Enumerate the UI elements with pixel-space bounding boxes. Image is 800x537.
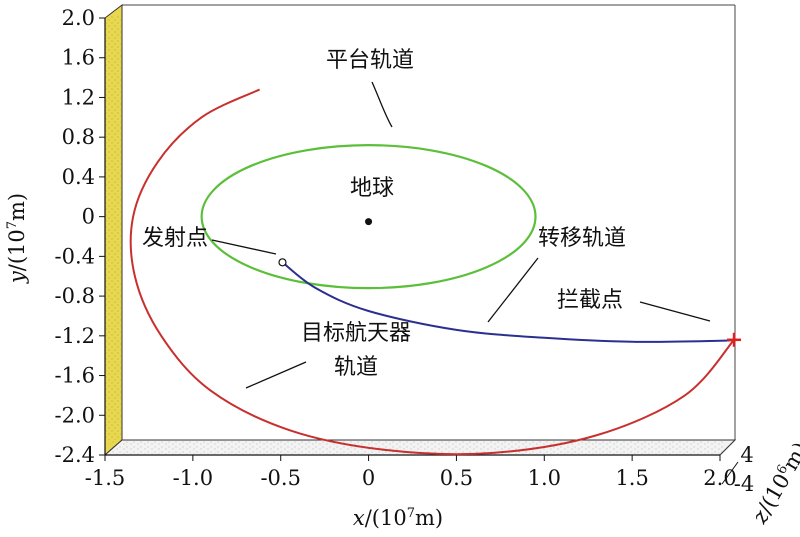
earth-marker [365, 218, 373, 226]
y-tick-label: 2.0 [62, 6, 95, 30]
plot-box [103, 3, 737, 457]
annotation-transfer-orbit: 转移轨道 [538, 226, 626, 251]
transfer-orbit-line [281, 261, 735, 343]
launch-marker [278, 258, 287, 267]
annotations: 平台轨道 地球 发射点 转移轨道 拦截点 目标航天器 轨道 [142, 48, 626, 380]
x-tick-label: 1.5 [615, 466, 648, 490]
y-tick-label: -1.2 [55, 324, 96, 348]
annotation-intercept-point: 拦截点 [557, 288, 623, 313]
y-tick-label: 0.8 [62, 125, 95, 149]
z-tick-label: -4 [734, 472, 754, 496]
annotation-launch-point: 发射点 [142, 226, 208, 251]
x-axis-label: x/(107m) [353, 506, 443, 530]
x-tick-label: 0 [362, 466, 375, 490]
x-tick-label: -1.5 [85, 466, 126, 490]
leader-transfer-orbit [487, 257, 539, 323]
target-orbit-line [129, 88, 735, 456]
y-tick-label: 0 [82, 205, 95, 229]
z-tick-label: 4 [740, 443, 753, 467]
y-tick-label: -2.0 [55, 403, 96, 427]
y-tick-label: -0.8 [55, 284, 96, 308]
z-axis-label: z/(106m) [747, 438, 800, 528]
annotation-leaders [211, 81, 711, 389]
leader-platform-orbit [371, 81, 393, 128]
annotation-earth: 地球 [350, 176, 394, 201]
y-tick-label: -2.4 [55, 443, 96, 467]
wall-speckle [106, 15, 121, 440]
x-tick-label: 2.0 [703, 466, 736, 490]
front-right-edge [719, 439, 736, 456]
leader-intercept-point [639, 301, 711, 322]
x-tick-label: 0.5 [440, 466, 473, 490]
x-tick-label: -1.0 [173, 466, 214, 490]
y-axis-label: y/(107m) [5, 193, 29, 284]
x-tick-label: -0.5 [260, 466, 301, 490]
x-tick-label: 1.0 [528, 466, 561, 490]
y-tick-label: -1.6 [55, 364, 96, 388]
platform-orbit-line [200, 144, 537, 290]
points-layer [278, 218, 742, 347]
annotation-target-orbit-line2: 轨道 [334, 355, 378, 380]
y-tick-label: 0.4 [62, 165, 95, 189]
y-tick-label: 1.2 [62, 85, 95, 109]
y-tick-label: 1.6 [62, 46, 95, 70]
y-tick-label: -0.4 [55, 244, 96, 268]
intercept-marker [727, 332, 742, 347]
leader-launch-point [211, 239, 277, 255]
leader-target-orbit [245, 361, 307, 389]
z-axis-line [721, 461, 739, 485]
axis-ticks: -1.5 -1.0 -0.5 0 0.5 1.0 1.5 2.0 2.0 1.6 1.2 0.8 0.4… [55, 6, 737, 490]
annotation-platform-orbit: 平台轨道 [326, 48, 414, 73]
floor-speckle [110, 441, 725, 454]
annotation-target-orbit-line1: 目标航天器 [301, 321, 411, 346]
series-layer [129, 88, 735, 456]
